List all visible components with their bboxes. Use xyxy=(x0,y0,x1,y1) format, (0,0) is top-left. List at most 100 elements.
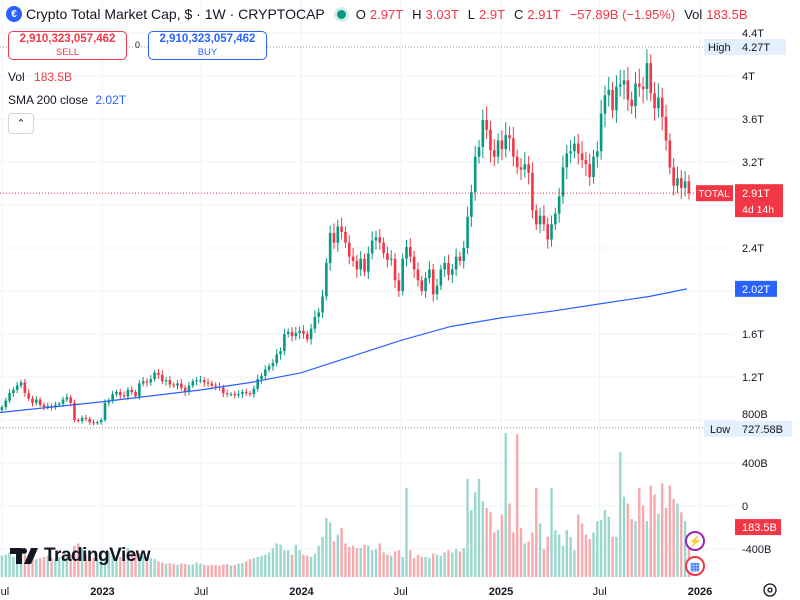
volume-bar xyxy=(451,552,454,577)
volume-bar xyxy=(69,554,72,577)
volume-bar xyxy=(42,556,46,577)
volume-bar xyxy=(153,559,156,577)
volume-bar xyxy=(397,550,401,577)
volume-bar xyxy=(466,478,469,577)
volume-bar xyxy=(351,545,355,577)
candle-body xyxy=(115,392,118,395)
collapse-legend-button[interactable]: ⌃ xyxy=(8,113,34,134)
low-label: L xyxy=(467,6,476,22)
volume-bar xyxy=(283,550,286,577)
volume-bar xyxy=(393,551,397,577)
candle-body xyxy=(206,382,210,384)
volume-bar xyxy=(653,494,656,577)
candle-body xyxy=(244,392,248,394)
high-marker-bg xyxy=(704,38,786,55)
candle-body xyxy=(603,95,607,114)
candle-body xyxy=(294,332,298,337)
candles xyxy=(0,49,691,426)
volume-bar xyxy=(622,496,626,577)
candle-body xyxy=(126,389,130,397)
candle-body xyxy=(256,379,259,389)
volume-bar xyxy=(409,550,412,577)
volume-bar xyxy=(161,562,164,577)
candle-body xyxy=(409,246,412,257)
low-marker-label: Low xyxy=(710,424,730,436)
volume-bar xyxy=(27,555,30,577)
buy-button[interactable]: 2,910,323,057,462 BUY xyxy=(148,31,267,60)
gear-icon-ring xyxy=(763,583,777,597)
volume-bar xyxy=(378,543,381,577)
volume-bar xyxy=(294,544,298,577)
volume-bar xyxy=(92,558,95,577)
volume-bar xyxy=(325,517,328,577)
volume-bar xyxy=(206,565,210,577)
symbol-title[interactable]: Crypto Total Market Cap, $ · 1W · CRYPTO… xyxy=(26,6,325,22)
volume-bar xyxy=(638,487,641,577)
candle-body xyxy=(96,422,99,424)
candle-body xyxy=(42,404,46,408)
volume-bar xyxy=(500,514,504,577)
us-flag-icon[interactable]: ▦ xyxy=(685,556,705,576)
candle-body xyxy=(35,399,38,403)
candle-body xyxy=(0,407,4,411)
volume-bar xyxy=(489,512,492,577)
candle-body xyxy=(332,232,336,243)
volume-tick-label: 400B xyxy=(742,458,768,470)
marker-lines xyxy=(0,46,735,429)
volume-bar xyxy=(180,563,183,577)
volume-legend[interactable]: Vol 183.5B xyxy=(8,70,72,84)
volume-bar xyxy=(470,510,473,577)
open-value: 2.97T xyxy=(369,6,404,22)
lightning-icon[interactable]: ⚡ xyxy=(685,531,705,551)
volume-bar xyxy=(84,554,88,577)
volume-bar xyxy=(458,551,462,577)
volume-bar xyxy=(561,545,565,577)
high-marker-label: High xyxy=(708,42,731,54)
volume-bar xyxy=(218,565,221,577)
volume-bar xyxy=(680,512,683,577)
volume-bar xyxy=(203,564,206,577)
candle-body xyxy=(389,258,393,260)
volume-bar xyxy=(382,552,385,577)
candle-body xyxy=(84,417,88,419)
candle-body xyxy=(325,263,328,297)
volume-bar xyxy=(683,521,687,577)
candle-body xyxy=(225,393,229,395)
sma-legend[interactable]: SMA 200 close 2.02T xyxy=(8,93,126,107)
volume-bar xyxy=(306,555,309,577)
x-tick-label: 2026 xyxy=(688,586,712,598)
candle-body xyxy=(664,116,668,141)
candle-body xyxy=(233,394,237,396)
candle-body xyxy=(470,192,473,217)
candle-body xyxy=(321,296,324,313)
candle-body xyxy=(473,156,477,193)
volume-bar xyxy=(264,554,267,577)
volume-bar xyxy=(183,564,187,577)
volume-bar xyxy=(256,556,259,577)
volume-bar xyxy=(214,564,217,577)
candle-body xyxy=(412,256,416,270)
candle-body xyxy=(199,380,202,382)
candle-body xyxy=(355,260,359,270)
candle-body xyxy=(363,258,366,272)
candle-body xyxy=(378,237,382,243)
candle-body xyxy=(638,83,641,87)
sma-tag: 2.02T xyxy=(742,284,770,296)
tradingview-logo: TradingView xyxy=(10,545,151,567)
volume-bar xyxy=(676,503,679,577)
x-tick-label: 2025 xyxy=(489,586,513,598)
candle-body xyxy=(534,210,538,225)
candle-body xyxy=(512,138,515,157)
candle-body xyxy=(508,135,511,139)
volume-bar xyxy=(588,539,591,577)
candle-body xyxy=(134,392,137,397)
volume-bar xyxy=(126,548,130,577)
volume-bar xyxy=(31,556,34,577)
vol-label: Vol xyxy=(684,6,703,22)
sell-button[interactable]: 2,910,323,057,462 SELL xyxy=(8,31,127,60)
volume-bar xyxy=(73,545,76,577)
volume-bar xyxy=(630,519,633,577)
candle-body xyxy=(683,181,687,188)
